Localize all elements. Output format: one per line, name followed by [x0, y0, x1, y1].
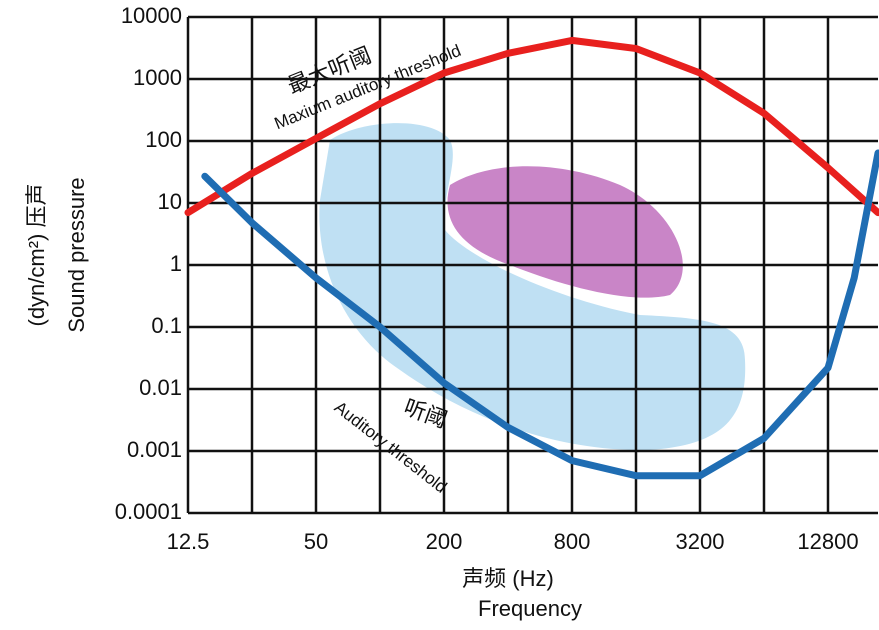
y-axis-title: Sound pressure: [64, 177, 89, 332]
y-tick-label: 0.0001: [115, 499, 182, 524]
threshold-line: [184, 36, 879, 217]
y-tick-label: 1000: [133, 65, 182, 90]
background-regions: [319, 123, 746, 451]
x-tick-label: 12.5: [167, 529, 210, 554]
x-axis-title: 声频 (Hz): [462, 566, 554, 591]
y-axis-title: (dyn/cm²) 压声: [24, 183, 49, 326]
y-tick-label: 0.1: [151, 313, 182, 338]
x-axis-title: Frequency: [478, 596, 582, 621]
y-tick-label: 10000: [121, 3, 182, 28]
y-tick-label: 0.001: [127, 437, 182, 462]
y-tick-label: 0.01: [139, 375, 182, 400]
threshold-line: [201, 149, 879, 480]
x-tick-label: 3200: [676, 529, 725, 554]
x-tick-label: 12800: [797, 529, 858, 554]
x-tick-label: 200: [426, 529, 463, 554]
x-tick-label: 50: [304, 529, 328, 554]
x-tick-label: 800: [554, 529, 591, 554]
y-tick-label: 100: [145, 127, 182, 152]
y-tick-label: 10: [158, 189, 182, 214]
y-tick-label: 1: [170, 251, 182, 276]
